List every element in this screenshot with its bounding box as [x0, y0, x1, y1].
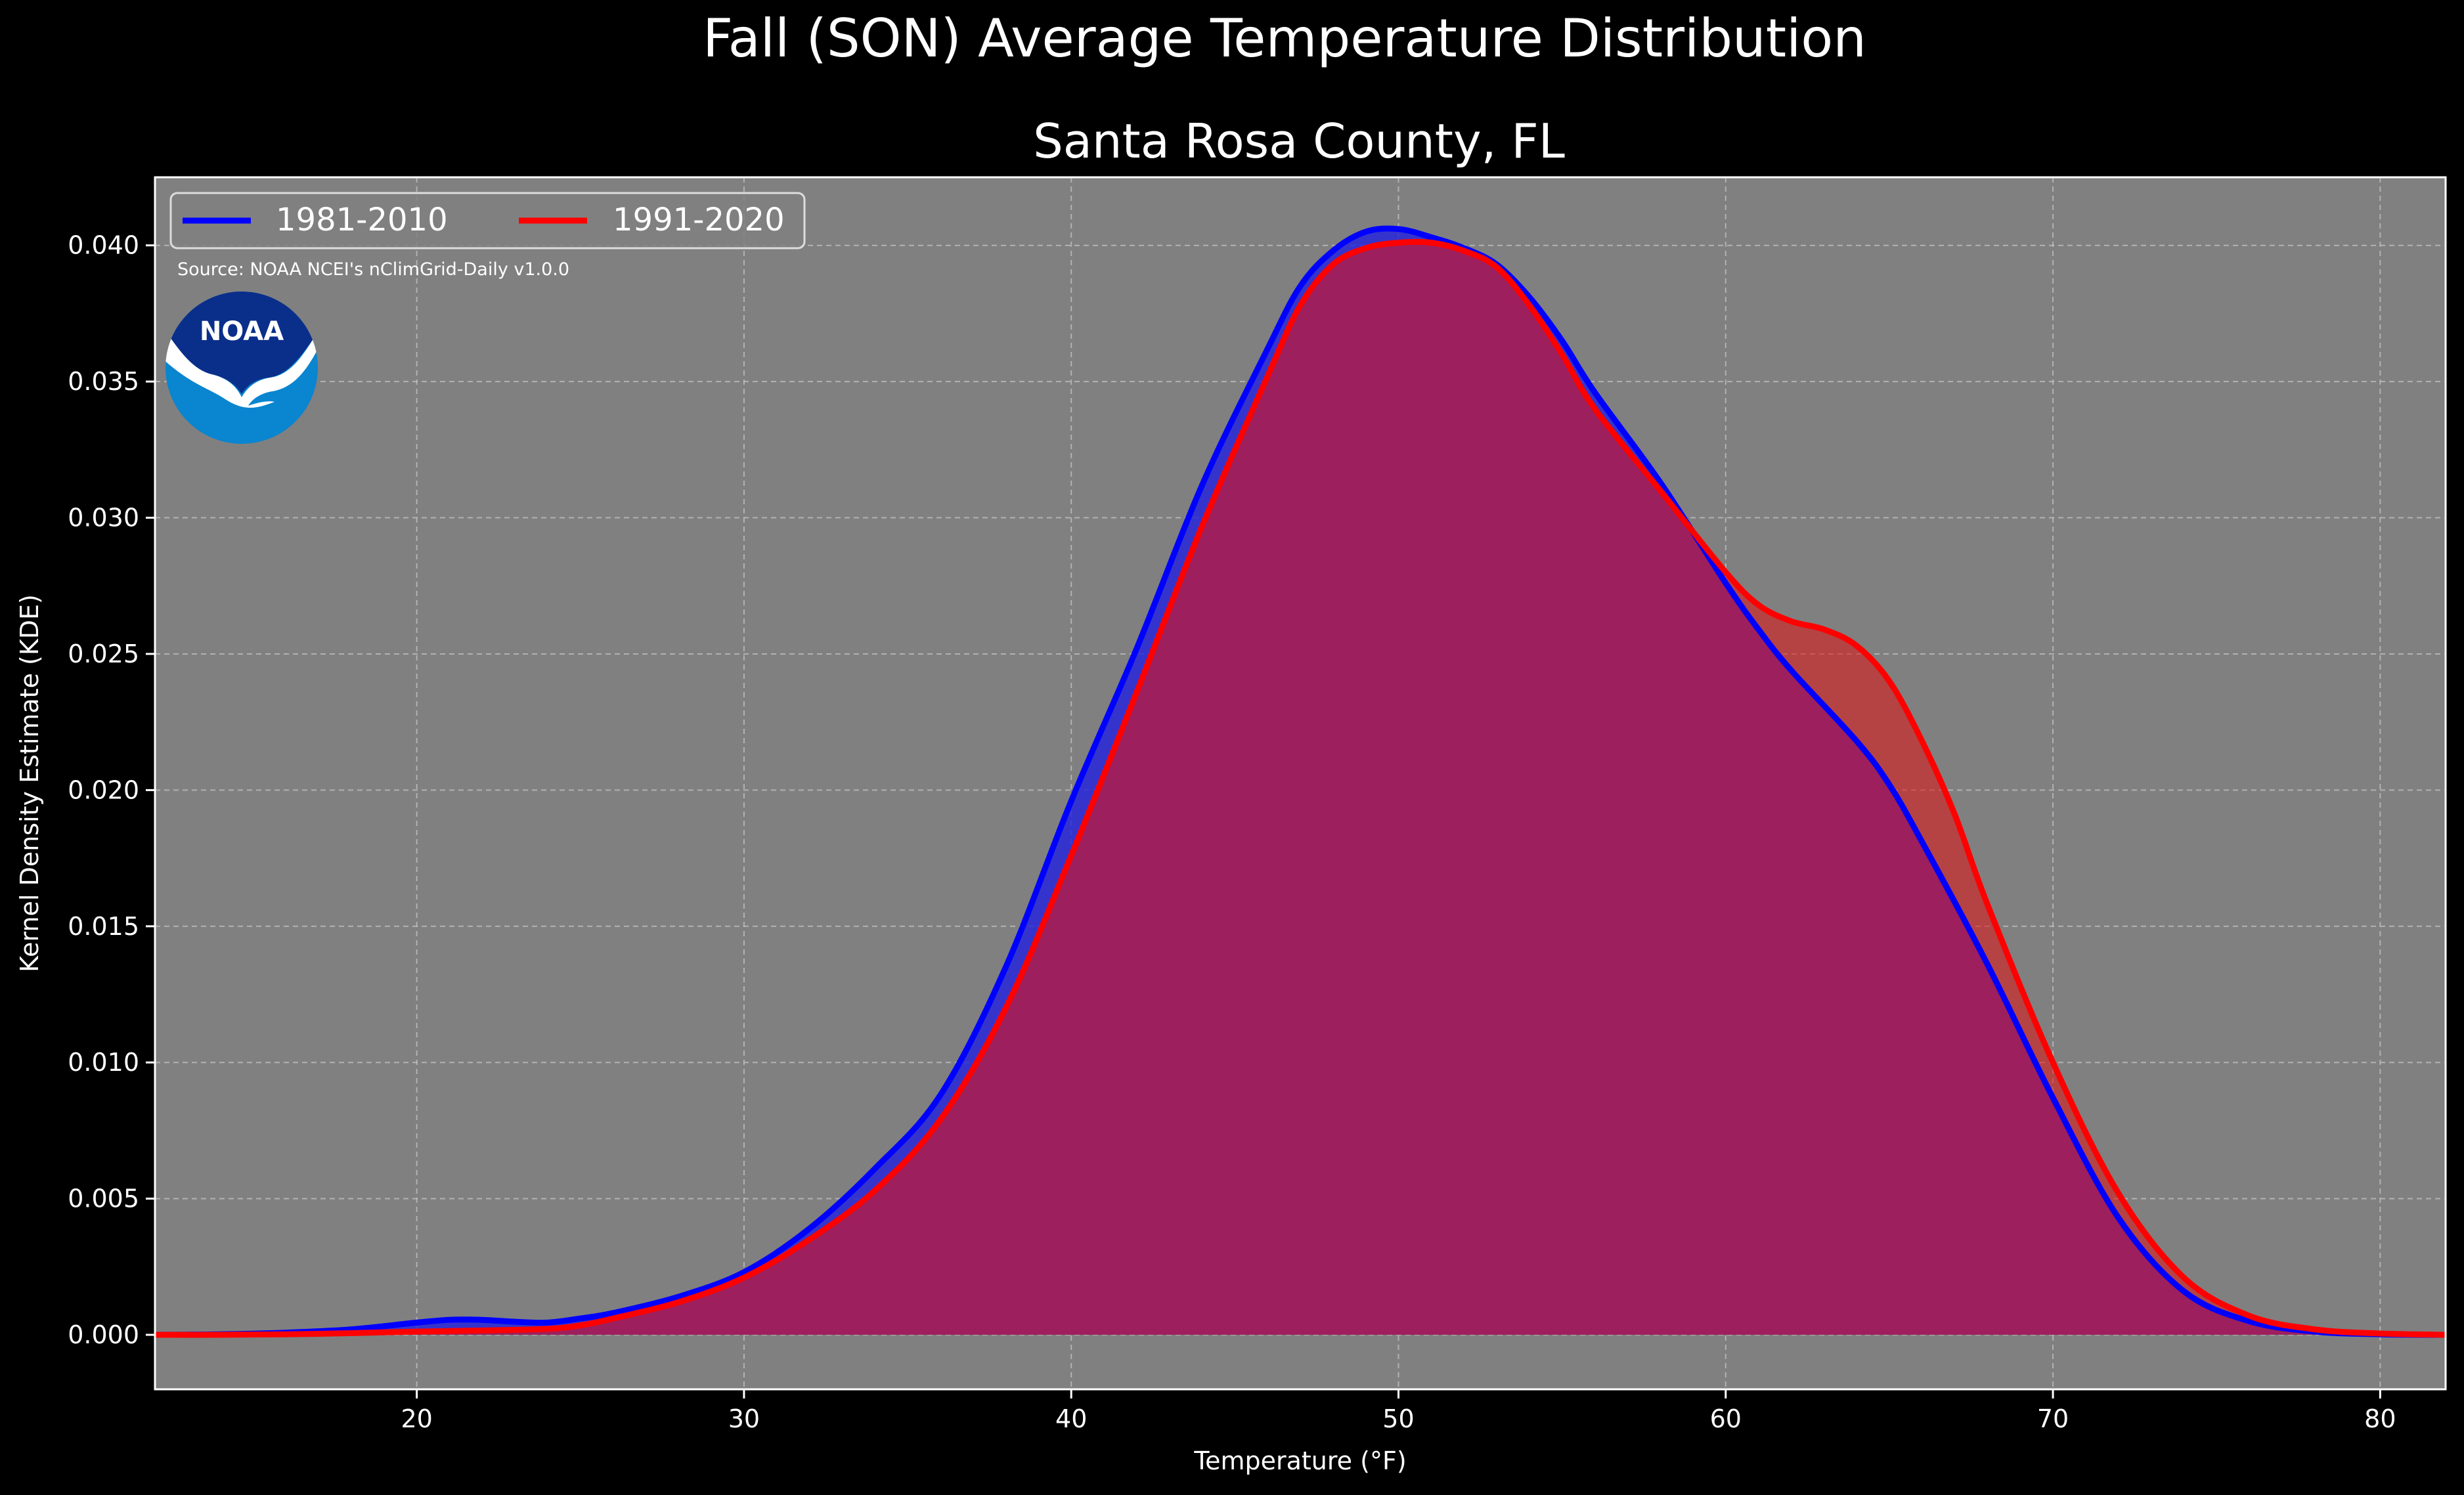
legend-label-1981-2010: 1981-2010	[276, 202, 448, 238]
noaa-logo-text: NOAA	[200, 316, 284, 347]
y-tick-label: 0.000	[68, 1320, 139, 1349]
series-1991-2020-line	[155, 238, 2446, 1338]
series-1981-2010-line	[155, 225, 2446, 1338]
x-tick-label: 30	[728, 1404, 760, 1433]
legend-box	[169, 192, 806, 249]
noaa-logo: NOAA	[165, 292, 318, 444]
chart-subtitle: Santa Rosa County, FL	[1033, 114, 1565, 169]
y-tick-label: 0.015	[68, 912, 139, 941]
y-tick-label: 0.035	[68, 367, 139, 396]
y-tick-label: 0.005	[68, 1184, 139, 1213]
legend-label-1991-2020: 1991-2020	[613, 202, 785, 238]
x-tick-label: 60	[1710, 1404, 1742, 1433]
y-tick-label: 0.025	[68, 639, 139, 668]
y-tick-label: 0.040	[68, 231, 139, 260]
x-tick-label: 80	[2364, 1404, 2396, 1433]
y-axis-ticks: 0.000 0.005 0.010 0.015 0.020 0.025 0.030 0.035…	[68, 231, 155, 1349]
x-tick-label: 50	[1382, 1404, 1414, 1433]
y-tick-label: 0.030	[68, 504, 139, 532]
chart-title: Fall (SON) Average Temperature Distribut…	[703, 8, 1866, 69]
x-tick-label: 40	[1055, 1404, 1087, 1433]
x-tick-label: 20	[401, 1404, 432, 1433]
overlap-area	[155, 242, 2446, 1335]
x-axis-ticks: 20 30 40 50 60 70 80	[401, 1389, 2396, 1433]
legend: 1981-2010 1991-2020	[169, 192, 806, 249]
x-tick-label: 70	[2037, 1404, 2069, 1433]
y-tick-label: 0.020	[68, 775, 139, 804]
y-axis-label: Kernel Density Estimate (KDE)	[15, 594, 44, 972]
y-tick-label: 0.010	[68, 1048, 139, 1077]
plot-frame	[154, 176, 2447, 1391]
x-axis-label: Temperature (°F)	[1193, 1446, 1406, 1475]
source-annotation: Source: NOAA NCEI's nClimGrid-Daily v1.0…	[177, 259, 569, 280]
